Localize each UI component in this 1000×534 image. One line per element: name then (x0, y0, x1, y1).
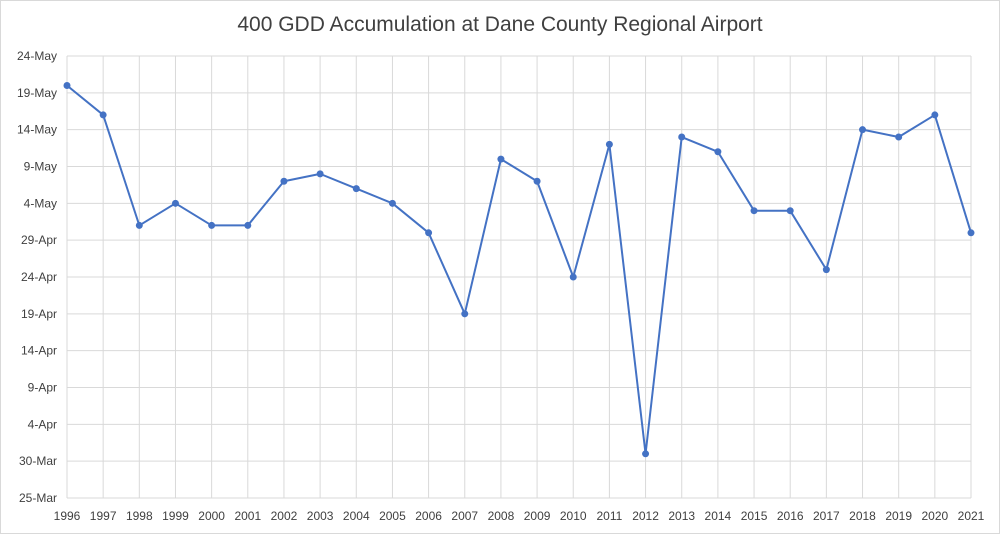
data-point (425, 229, 433, 237)
data-point (352, 185, 360, 193)
data-point (859, 126, 867, 134)
x-tick-label: 2018 (849, 509, 876, 523)
y-tick-label: 29-Apr (21, 233, 57, 247)
data-point (99, 111, 107, 119)
series-line (66, 84, 972, 455)
data-point (931, 111, 939, 119)
data-point (533, 177, 541, 185)
y-tick-label: 9-May (24, 160, 57, 174)
data-point (895, 133, 903, 141)
y-tick-label: 14-Apr (21, 344, 57, 358)
data-point (497, 155, 505, 163)
data-point (280, 177, 288, 185)
data-point (967, 229, 975, 237)
x-tick-label: 2008 (488, 509, 515, 523)
data-point (678, 133, 686, 141)
data-point (642, 450, 650, 458)
x-tick-label: 2001 (234, 509, 261, 523)
x-tick-label: 2014 (705, 509, 732, 523)
y-tick-label: 9-Apr (28, 381, 57, 395)
x-tick-label: 2000 (198, 509, 225, 523)
y-tick-label: 24-May (17, 49, 57, 63)
x-tick-label: 1999 (162, 509, 189, 523)
y-tick-label: 19-Apr (21, 307, 57, 321)
data-point (316, 170, 324, 178)
x-tick-label: 2019 (885, 509, 912, 523)
data-point (244, 221, 252, 229)
axis-layer: 25-Mar 30-Mar 4-Apr 9-Apr 14-Apr 19-Apr 24-Apr… (17, 49, 985, 523)
x-tick-label: 2012 (632, 509, 659, 523)
series-layer (63, 81, 975, 458)
data-point (63, 81, 71, 89)
y-tick-label: 24-Apr (21, 270, 57, 284)
x-tick-label: 2015 (741, 509, 768, 523)
x-tick-label: 2013 (668, 509, 695, 523)
y-tick-label: 14-May (17, 123, 57, 137)
data-point (461, 310, 469, 318)
y-tick-label: 4-Apr (28, 417, 57, 431)
y-tick-label: 30-Mar (19, 454, 57, 468)
x-tick-label: 2021 (958, 509, 985, 523)
data-point (750, 207, 758, 215)
data-point (822, 266, 830, 274)
x-tick-label: 2016 (777, 509, 804, 523)
x-tick-label: 2020 (921, 509, 948, 523)
grid-layer (66, 55, 972, 499)
x-tick-label: 2009 (524, 509, 551, 523)
data-point (605, 140, 613, 148)
data-point (714, 148, 722, 156)
data-point (171, 199, 179, 207)
x-tick-label: 2004 (343, 509, 370, 523)
x-tick-label: 2017 (813, 509, 840, 523)
y-tick-label: 4-May (24, 196, 57, 210)
x-tick-label: 1996 (54, 509, 81, 523)
x-tick-label: 2003 (307, 509, 334, 523)
x-tick-label: 2011 (596, 509, 622, 523)
chart-title: 400 GDD Accumulation at Dane County Regi… (237, 13, 763, 36)
x-tick-label: 2006 (415, 509, 442, 523)
x-tick-label: 1997 (90, 509, 117, 523)
data-point (786, 207, 794, 215)
y-tick-label: 25-Mar (19, 491, 57, 505)
x-tick-label: 2005 (379, 509, 406, 523)
data-point (208, 221, 216, 229)
data-point (388, 199, 396, 207)
x-tick-label: 1998 (126, 509, 153, 523)
data-point (135, 221, 143, 229)
x-tick-label: 2007 (451, 509, 478, 523)
x-tick-label: 2002 (271, 509, 298, 523)
data-point (569, 273, 577, 281)
y-tick-label: 19-May (17, 86, 57, 100)
x-tick-label: 2010 (560, 509, 587, 523)
